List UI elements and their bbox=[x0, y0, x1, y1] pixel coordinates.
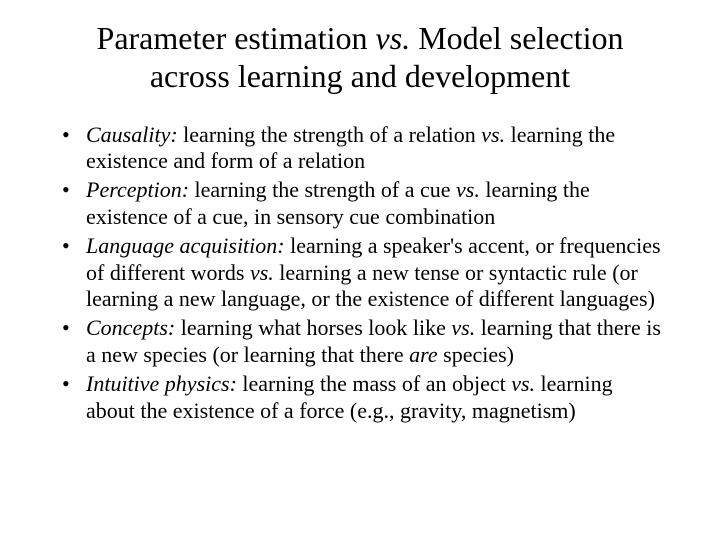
bullet-vs: vs. bbox=[451, 315, 475, 340]
bullet-emph: are bbox=[409, 342, 438, 367]
bullet-text-before: learning what horses look like bbox=[175, 315, 451, 340]
bullet-topic: Concepts: bbox=[86, 315, 175, 340]
bullet-vs: vs. bbox=[250, 260, 274, 285]
title-part-2: Model selection bbox=[410, 20, 623, 56]
bullet-vs: vs. bbox=[456, 177, 480, 202]
bullet-text-before: learning the strength of a cue bbox=[189, 177, 456, 202]
bullet-vs: vs. bbox=[511, 371, 535, 396]
bullet-topic: Intuitive physics: bbox=[86, 371, 237, 396]
title-part-1: Parameter estimation bbox=[97, 20, 376, 56]
bullet-vs: vs. bbox=[481, 122, 505, 147]
list-item: Concepts: learning what horses look like… bbox=[60, 315, 662, 369]
bullet-topic: Causality: bbox=[86, 122, 178, 147]
title-part-3: across learning and development bbox=[150, 58, 570, 94]
list-item: Perception: learning the strength of a c… bbox=[60, 177, 662, 231]
bullet-list: Causality: learning the strength of a re… bbox=[48, 122, 672, 425]
slide: Parameter estimation vs. Model selection… bbox=[0, 0, 720, 540]
bullet-text-after-post: species) bbox=[438, 342, 514, 367]
slide-title: Parameter estimation vs. Model selection… bbox=[48, 20, 672, 96]
bullet-text-before: learning the mass of an object bbox=[237, 371, 511, 396]
list-item: Language acquisition: learning a speaker… bbox=[60, 233, 662, 313]
bullet-topic: Language acquisition: bbox=[86, 233, 285, 258]
list-item: Causality: learning the strength of a re… bbox=[60, 122, 662, 176]
bullet-topic: Perception: bbox=[86, 177, 189, 202]
bullet-text-before: learning the strength of a relation bbox=[178, 122, 482, 147]
title-vs: vs. bbox=[376, 20, 411, 56]
list-item: Intuitive physics: learning the mass of … bbox=[60, 371, 662, 425]
